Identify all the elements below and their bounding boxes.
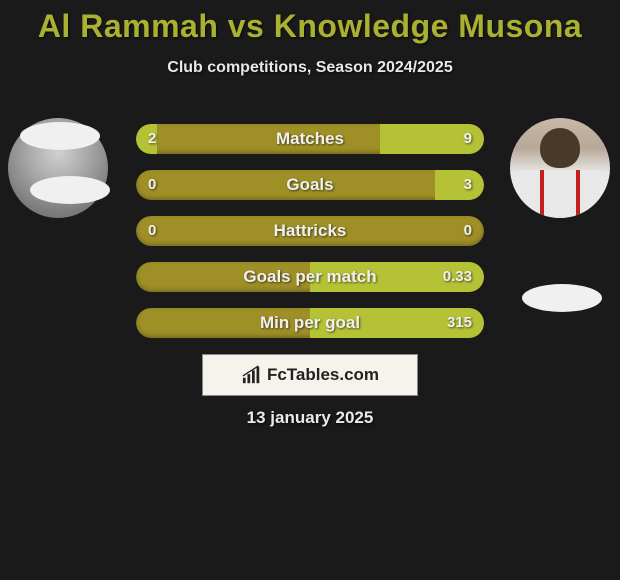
stat-row-hattricks: 0 Hattricks 0 <box>136 216 484 246</box>
team-badge-left-2 <box>30 176 110 204</box>
bar-chart-icon <box>241 365 263 385</box>
subtitle: Club competitions, Season 2024/2025 <box>0 59 620 77</box>
stat-track <box>136 216 484 246</box>
player-photo <box>510 118 610 218</box>
stat-bar-right <box>380 124 484 154</box>
stat-bar-right <box>310 308 484 338</box>
team-badge-left-1 <box>20 122 100 150</box>
comparison-card: Al Rammah vs Knowledge Musona Club compe… <box>0 0 620 580</box>
stat-row-goals: 0 Goals 3 <box>136 170 484 200</box>
stat-row-gpm: Goals per match 0.33 <box>136 262 484 292</box>
stat-bar-left <box>136 124 157 154</box>
stat-row-mpg: Min per goal 315 <box>136 308 484 338</box>
page-title: Al Rammah vs Knowledge Musona <box>0 0 620 45</box>
brand-box: FcTables.com <box>202 354 418 396</box>
date-label: 13 january 2025 <box>0 408 620 428</box>
stat-bar-right <box>435 170 484 200</box>
stat-row-matches: 2 Matches 9 <box>136 124 484 154</box>
team-badge-right <box>522 284 602 312</box>
brand-text: FcTables.com <box>267 365 379 385</box>
stat-track <box>136 170 484 200</box>
player-right-avatar <box>510 118 610 218</box>
stat-bar-right <box>310 262 484 292</box>
